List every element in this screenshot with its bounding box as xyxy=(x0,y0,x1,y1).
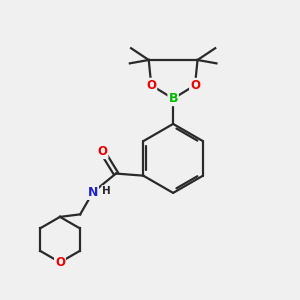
Text: O: O xyxy=(146,79,156,92)
Text: H: H xyxy=(102,186,111,196)
Text: O: O xyxy=(98,145,107,158)
Text: B: B xyxy=(168,92,178,105)
Text: O: O xyxy=(55,256,65,269)
Text: O: O xyxy=(190,79,200,92)
Text: N: N xyxy=(88,186,98,199)
